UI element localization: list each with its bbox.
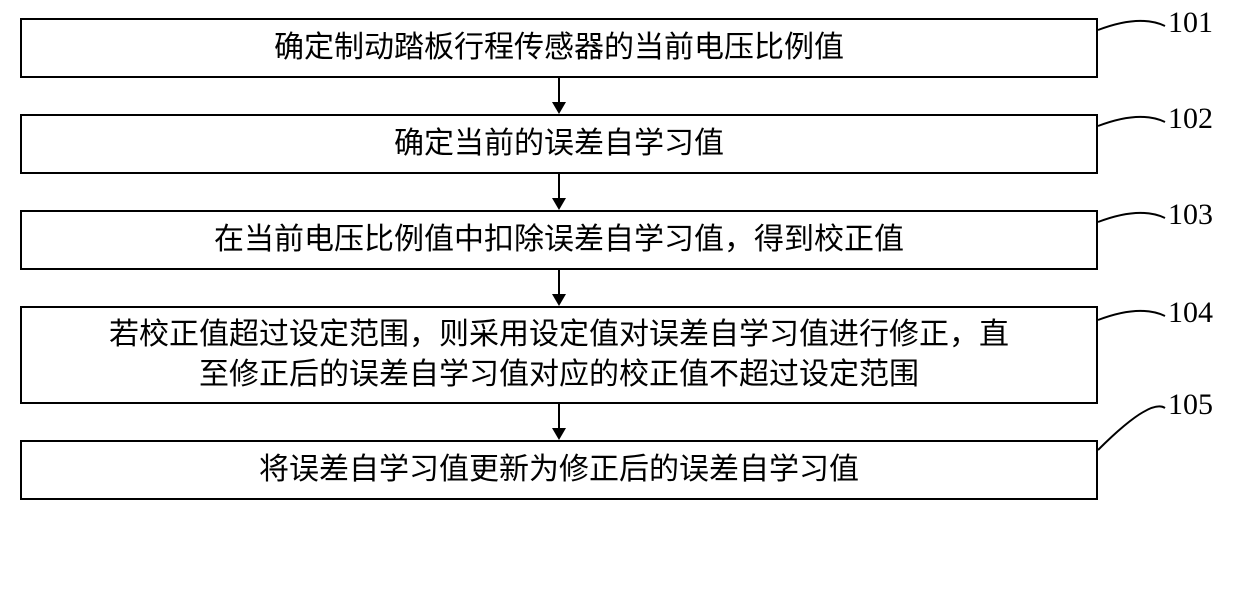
step-text-101: 确定制动踏板行程传感器的当前电压比例值 bbox=[274, 28, 844, 69]
step-box-102: 确定当前的误差自学习值 bbox=[20, 114, 1098, 174]
arrow-head-3 bbox=[552, 294, 566, 306]
arrow-line-3 bbox=[558, 270, 560, 294]
arrow-head-2 bbox=[552, 198, 566, 210]
step-text-105: 将误差自学习值更新为修正后的误差自学习值 bbox=[259, 450, 859, 491]
arrow-line-2 bbox=[558, 174, 560, 198]
step-box-103: 在当前电压比例值中扣除误差自学习值，得到校正值 bbox=[20, 210, 1098, 270]
connector-curve-103 bbox=[1094, 202, 1169, 226]
arrow-line-1 bbox=[558, 78, 560, 102]
arrow-head-1 bbox=[552, 102, 566, 114]
step-box-104: 若校正值超过设定范围，则采用设定值对误差自学习值进行修正，直 至修正后的误差自学… bbox=[20, 306, 1098, 404]
arrow-head-4 bbox=[552, 428, 566, 440]
connector-curve-101 bbox=[1094, 10, 1169, 34]
step-text-104: 若校正值超过设定范围，则采用设定值对误差自学习值进行修正，直 至修正后的误差自学… bbox=[109, 315, 1009, 396]
connector-curve-105 bbox=[1094, 394, 1169, 454]
arrow-line-4 bbox=[558, 404, 560, 428]
connector-curve-104 bbox=[1094, 300, 1169, 324]
step-label-103: 103 bbox=[1168, 198, 1213, 232]
step-label-104: 104 bbox=[1168, 296, 1213, 330]
step-label-101: 101 bbox=[1168, 6, 1213, 40]
step-text-102: 确定当前的误差自学习值 bbox=[394, 124, 724, 165]
flowchart-canvas: 确定制动踏板行程传感器的当前电压比例值 101 确定当前的误差自学习值 102 在当前电… bbox=[0, 0, 1240, 594]
step-text-103: 在当前电压比例值中扣除误差自学习值，得到校正值 bbox=[214, 220, 904, 261]
step-box-105: 将误差自学习值更新为修正后的误差自学习值 bbox=[20, 440, 1098, 500]
step-box-101: 确定制动踏板行程传感器的当前电压比例值 bbox=[20, 18, 1098, 78]
step-label-102: 102 bbox=[1168, 102, 1213, 136]
step-label-105: 105 bbox=[1168, 388, 1213, 422]
connector-curve-102 bbox=[1094, 106, 1169, 130]
